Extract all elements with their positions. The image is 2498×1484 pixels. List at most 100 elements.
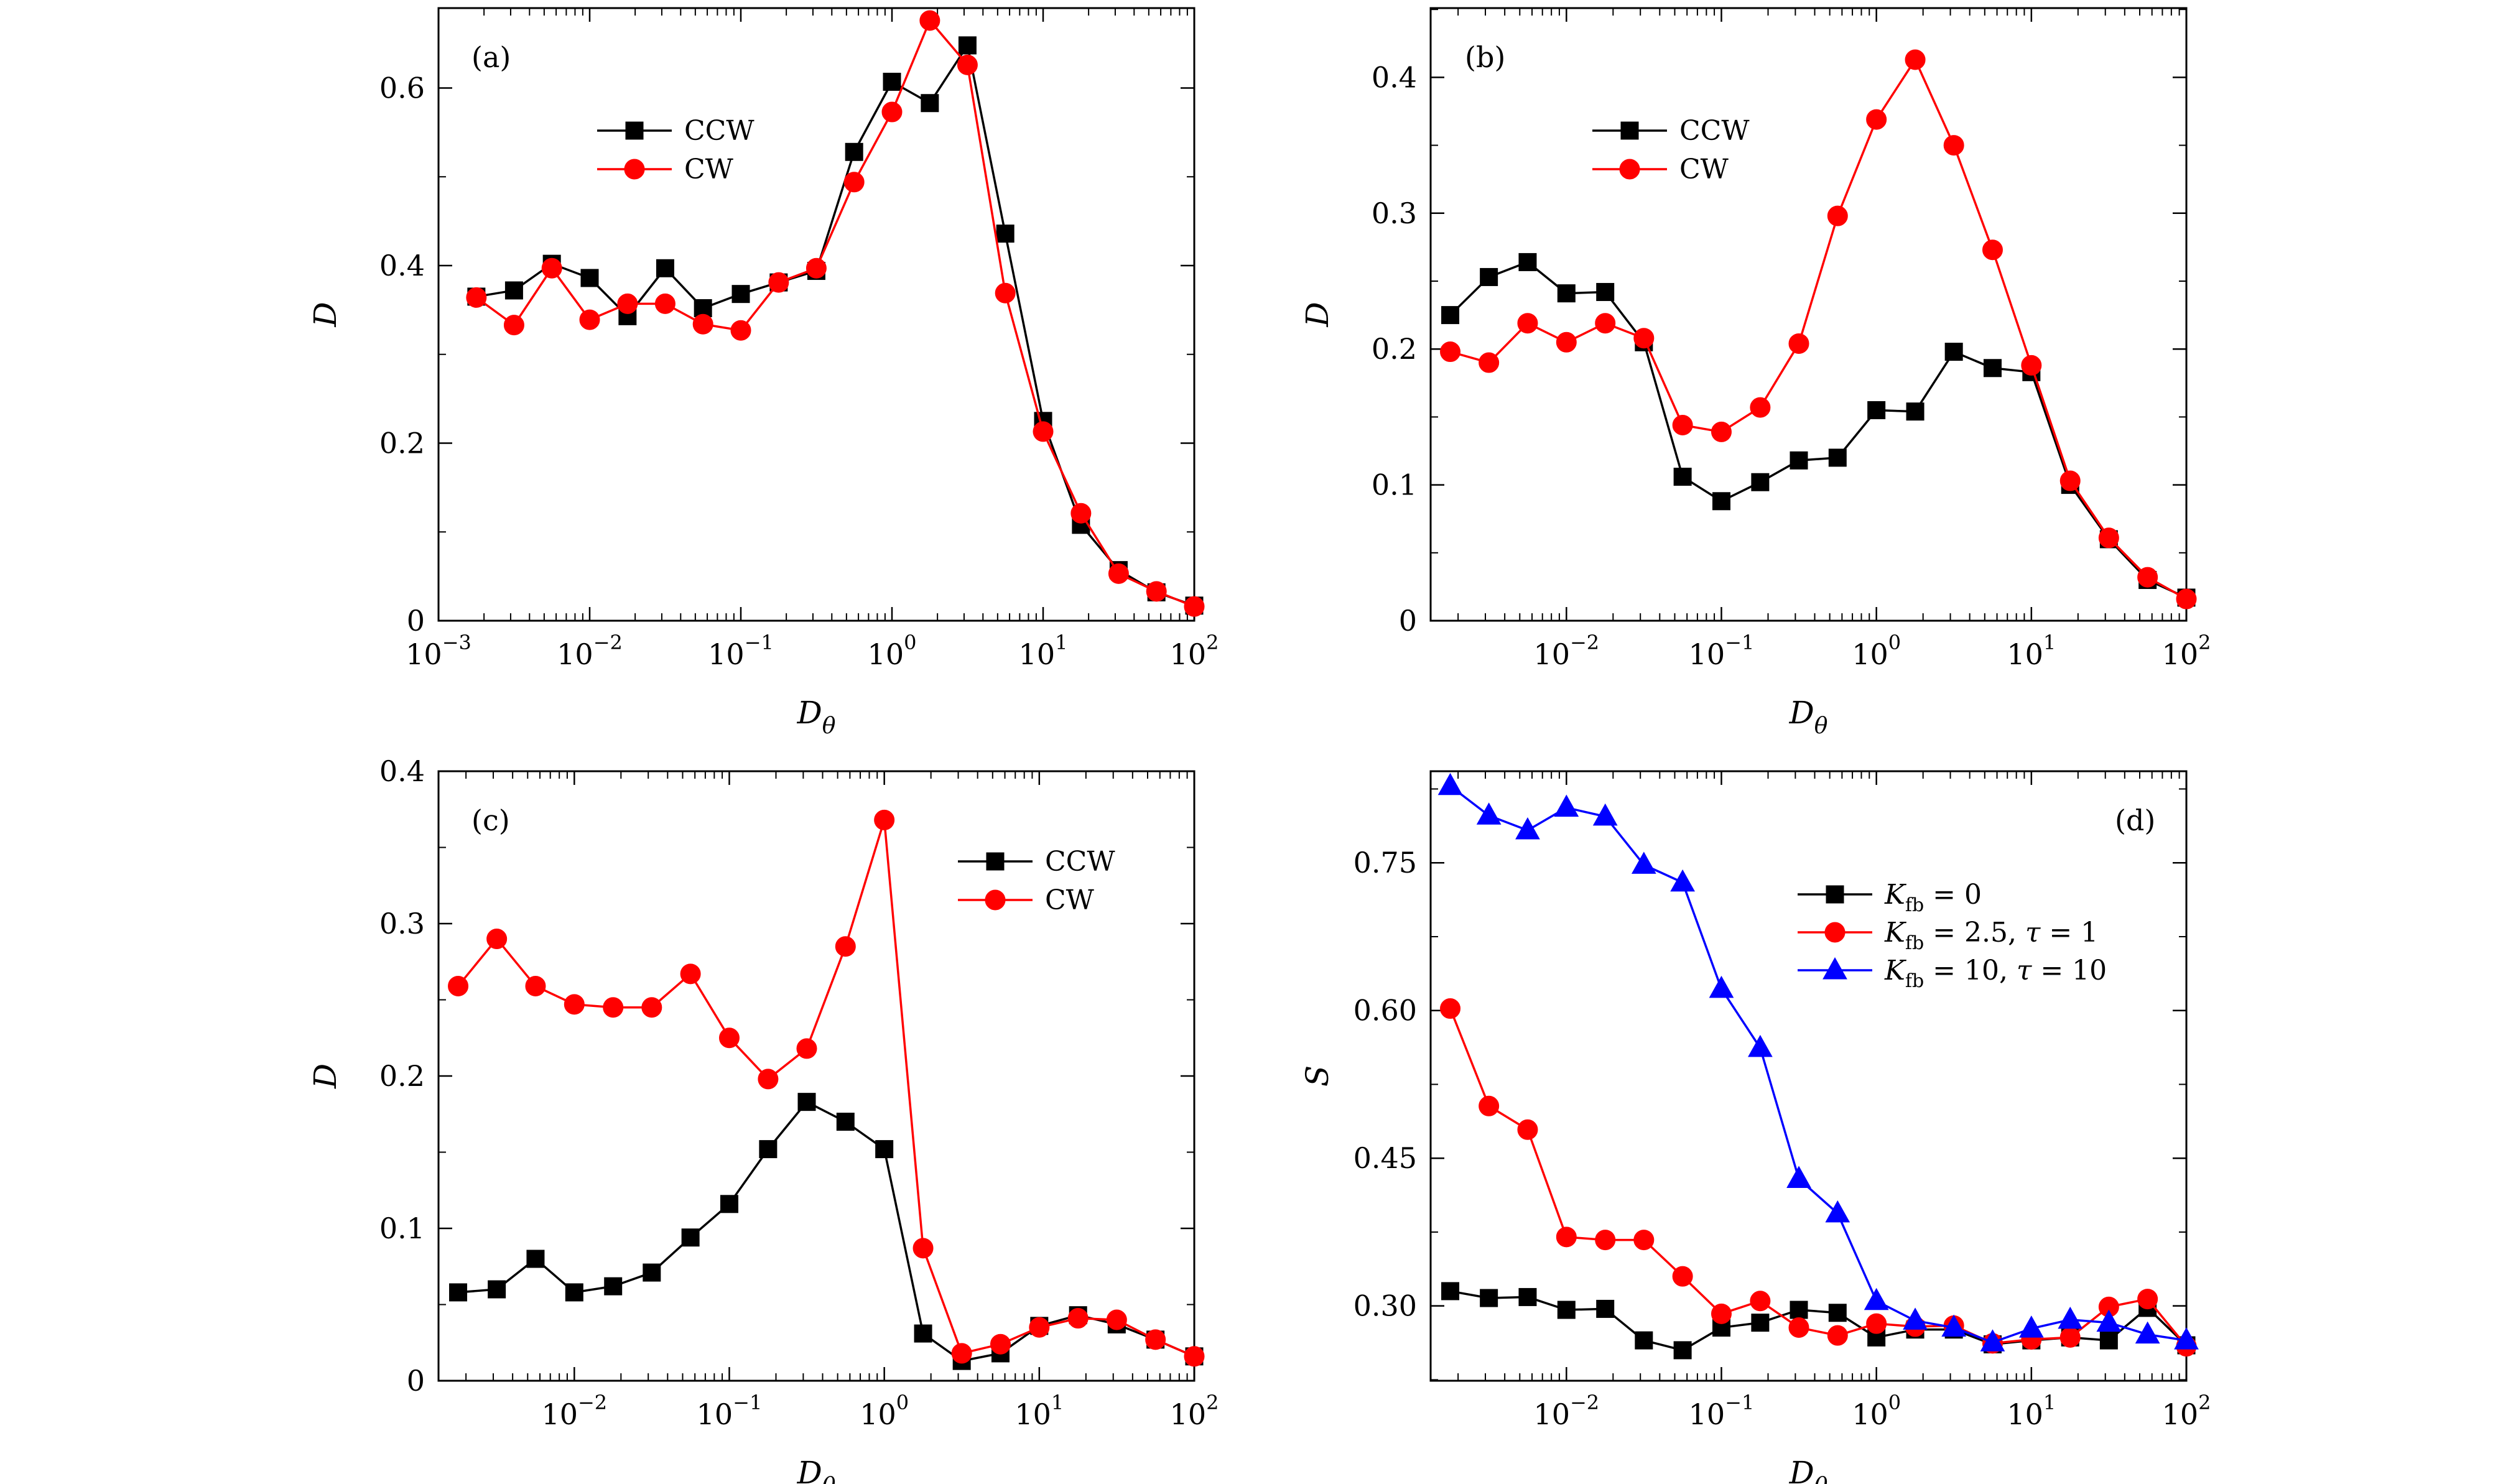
x-tick-exponent: −2 bbox=[593, 631, 623, 654]
x-tick-exponent: −2 bbox=[1570, 631, 1599, 654]
data-point bbox=[1788, 333, 1809, 354]
data-point bbox=[1944, 343, 1963, 361]
data-point bbox=[1440, 341, 1461, 363]
x-tick-exponent: 1 bbox=[2043, 1391, 2056, 1414]
legend-marker bbox=[625, 121, 644, 140]
data-point bbox=[758, 1069, 779, 1090]
data-point bbox=[1184, 596, 1205, 617]
y-tick-label: 0.2 bbox=[379, 426, 425, 460]
data-point bbox=[1633, 1230, 1655, 1251]
y-tick-label: 0.6 bbox=[379, 71, 425, 104]
data-point bbox=[1557, 1301, 1576, 1319]
y-tick-label: 0.4 bbox=[1372, 60, 1417, 94]
x-tick-exponent: −1 bbox=[1725, 631, 1754, 654]
data-point bbox=[1480, 1289, 1498, 1307]
data-point bbox=[1476, 802, 1502, 825]
data-point bbox=[654, 293, 676, 314]
legend-label: Kfb = 10, τ = 10 bbox=[1884, 955, 2107, 992]
data-point bbox=[1941, 1314, 1967, 1337]
data-point bbox=[1146, 581, 1167, 602]
x-tick-label: 10−2 bbox=[557, 631, 623, 671]
panel-label: (b) bbox=[1465, 40, 1505, 74]
data-point bbox=[2099, 1331, 2118, 1350]
panel-c: 10−210−110010110200.10.20.30.4DθD(c)CCWC… bbox=[307, 754, 1219, 1484]
data-point bbox=[1554, 794, 1579, 817]
x-tick-label: 102 bbox=[1170, 631, 1219, 671]
data-point bbox=[759, 1140, 778, 1159]
y-tick-label: 0.4 bbox=[379, 249, 425, 282]
data-point bbox=[1633, 328, 1655, 349]
data-point bbox=[1825, 1200, 1850, 1223]
y-tick-label: 0.4 bbox=[379, 754, 425, 788]
data-point bbox=[1672, 1266, 1693, 1287]
plot-frame bbox=[437, 7, 1196, 622]
x-tick-exponent: −1 bbox=[1725, 1391, 1754, 1414]
legend-label: CW bbox=[1679, 154, 1729, 185]
panel-d: 10−210−11001011020.300.450.600.75DθS(d)K… bbox=[1299, 770, 2211, 1484]
x-tick-base: 10 bbox=[1019, 638, 1056, 671]
panel-label: (c) bbox=[471, 804, 510, 837]
data-point bbox=[914, 1324, 932, 1343]
data-point bbox=[796, 1038, 817, 1059]
x-tick-base: 10 bbox=[697, 1398, 733, 1431]
y-tick-label: 0.30 bbox=[1353, 1289, 1417, 1323]
data-point bbox=[921, 94, 939, 113]
data-point bbox=[2137, 567, 2158, 588]
data-point bbox=[990, 1333, 1011, 1355]
data-point bbox=[883, 72, 901, 91]
legend-k: K bbox=[1884, 879, 1906, 911]
data-point bbox=[1828, 1304, 1847, 1322]
data-point bbox=[1712, 492, 1730, 511]
x-tick-base: 10 bbox=[1533, 638, 1570, 671]
data-point bbox=[1108, 563, 1129, 584]
y-tick-label: 0.2 bbox=[379, 1059, 425, 1093]
data-point bbox=[2176, 588, 2197, 610]
x-tick-label: 100 bbox=[868, 631, 917, 671]
data-point bbox=[643, 1263, 661, 1282]
legend-label: CW bbox=[1045, 884, 1095, 916]
data-point bbox=[1828, 448, 1847, 467]
x-tick-exponent: 2 bbox=[1206, 631, 1219, 654]
data-point bbox=[874, 809, 895, 830]
data-point bbox=[1479, 352, 1500, 373]
data-point bbox=[681, 1228, 700, 1247]
legend-label: Kfb = 0 bbox=[1884, 879, 1982, 916]
data-point bbox=[1067, 1308, 1089, 1329]
legend-marker bbox=[1619, 159, 1640, 180]
data-point bbox=[604, 1277, 623, 1296]
legend-rest: = 2.5, bbox=[1924, 917, 2025, 948]
panel-label: (d) bbox=[2115, 804, 2155, 837]
data-point bbox=[692, 313, 713, 335]
y-axis-label: S bbox=[1299, 1065, 1335, 1087]
legend-marker bbox=[1620, 121, 1639, 140]
data-point bbox=[996, 225, 1015, 243]
data-point bbox=[1748, 1034, 1773, 1057]
data-point bbox=[912, 1238, 934, 1259]
data-point bbox=[448, 975, 469, 996]
y-tick-label: 0 bbox=[407, 604, 425, 638]
x-axis-label: Dθ bbox=[797, 1455, 836, 1484]
data-point bbox=[641, 997, 662, 1018]
legend-marker bbox=[1822, 957, 1847, 980]
data-point bbox=[1517, 313, 1538, 334]
data-point bbox=[875, 1140, 894, 1159]
data-point bbox=[2096, 1309, 2122, 1332]
data-point bbox=[1790, 451, 1808, 470]
data-point bbox=[1595, 313, 1616, 334]
panel-a: 10−3 10−2 10−1 100 101 10200.20.40.6DθD(a)CCW… bbox=[307, 7, 1219, 739]
legend-tau: τ bbox=[2025, 917, 2041, 948]
legend-tau-rest: = 10 bbox=[2031, 955, 2107, 986]
x-tick-label: 102 bbox=[2162, 1391, 2211, 1431]
data-point bbox=[503, 315, 524, 336]
x-tick-base: 10 bbox=[2162, 1398, 2199, 1431]
data-point bbox=[603, 997, 624, 1018]
y-axis-label: D bbox=[1299, 302, 1335, 327]
x-axis-label-sub: θ bbox=[822, 713, 836, 739]
legend-sub: fb bbox=[1905, 894, 1924, 916]
x-tick-label: 10−2 bbox=[1533, 1391, 1599, 1431]
x-tick-base: 10 bbox=[541, 1398, 578, 1431]
x-tick-label: 102 bbox=[2162, 631, 2211, 671]
data-point bbox=[2059, 470, 2081, 491]
x-tick-label: 10−2 bbox=[541, 1391, 607, 1431]
data-point bbox=[836, 1113, 855, 1131]
